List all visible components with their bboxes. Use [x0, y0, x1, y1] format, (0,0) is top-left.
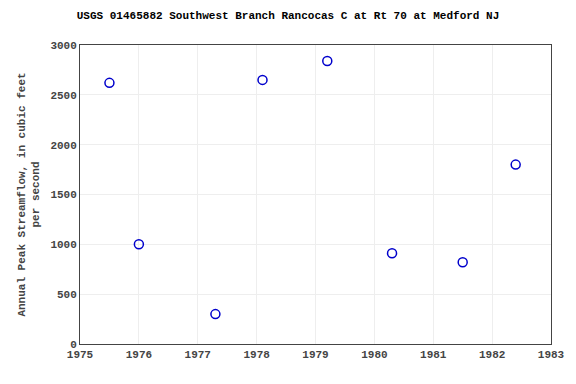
svg-text:1977: 1977 [185, 349, 211, 361]
svg-text:1982: 1982 [479, 349, 505, 361]
svg-text:1500: 1500 [50, 189, 76, 201]
svg-text:USGS 01465882 Southwest Branch: USGS 01465882 Southwest Branch Rancocas … [77, 10, 499, 22]
svg-text:500: 500 [57, 289, 77, 301]
svg-text:1975: 1975 [67, 349, 94, 361]
svg-text:Annual Peak Streamflow, in cub: Annual Peak Streamflow, in cubic feetper… [16, 72, 42, 316]
svg-text:1976: 1976 [126, 349, 152, 361]
svg-text:1978: 1978 [243, 349, 270, 361]
svg-text:2500: 2500 [50, 90, 76, 102]
svg-text:1000: 1000 [50, 239, 76, 251]
svg-text:1979: 1979 [302, 349, 328, 361]
svg-text:2000: 2000 [50, 140, 76, 152]
svg-text:1981: 1981 [420, 349, 447, 361]
svg-text:1980: 1980 [361, 349, 387, 361]
svg-text:1983: 1983 [538, 349, 565, 361]
svg-text:0: 0 [70, 339, 77, 351]
svg-text:3000: 3000 [50, 40, 76, 52]
